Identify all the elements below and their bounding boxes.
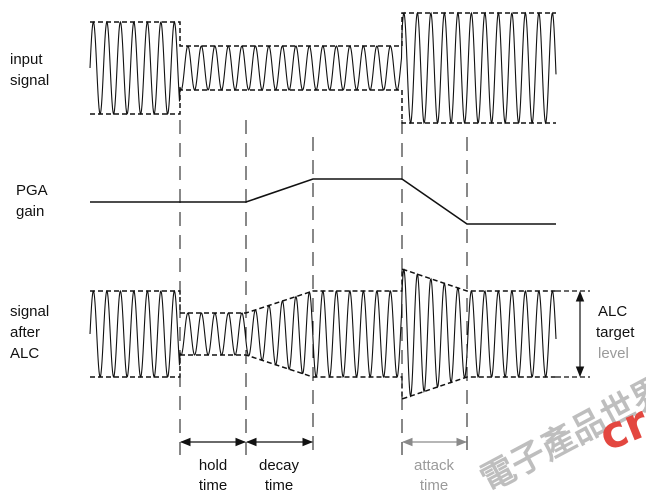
decay-time-label-line1: decay [259, 457, 300, 474]
input-signal-envelope [90, 12, 556, 124]
alc-target-label-line1: ALC [598, 303, 627, 320]
hold-time-label-line1: hold [199, 457, 227, 474]
pga-gain-trace [90, 178, 556, 225]
signal-after-alc-label-line3: ALC [10, 345, 39, 362]
decay-time-label-line2: time [265, 477, 293, 494]
input-envelope-top [90, 12, 556, 47]
alc-envelope-top [90, 267, 556, 314]
input-signal-label-line2: signal [10, 72, 49, 89]
alc-envelope-bottom [90, 354, 556, 401]
alc-target-label-line2: target [596, 324, 635, 341]
signal-after-alc-label-line1: signal [10, 303, 49, 320]
input-envelope-bottom [90, 89, 556, 124]
input-signal-wave [89, 11, 557, 125]
input-signal-waveform [89, 11, 557, 125]
attack-time-label-line1: attack [414, 457, 455, 474]
hold-time-label-line2: time [199, 477, 227, 494]
pga-gain-label-line2: gain [16, 203, 44, 220]
input-signal-label-line1: input [10, 51, 43, 68]
alc-target-label-line3: level [598, 345, 629, 362]
pga-gain-label-line1: PGA [16, 182, 48, 199]
watermark: 電子產品世界 cr [474, 369, 646, 495]
time-markers [179, 120, 468, 455]
signal-after-alc-label-line2: after [10, 324, 40, 341]
attack-time-label-line2: time [420, 477, 448, 494]
